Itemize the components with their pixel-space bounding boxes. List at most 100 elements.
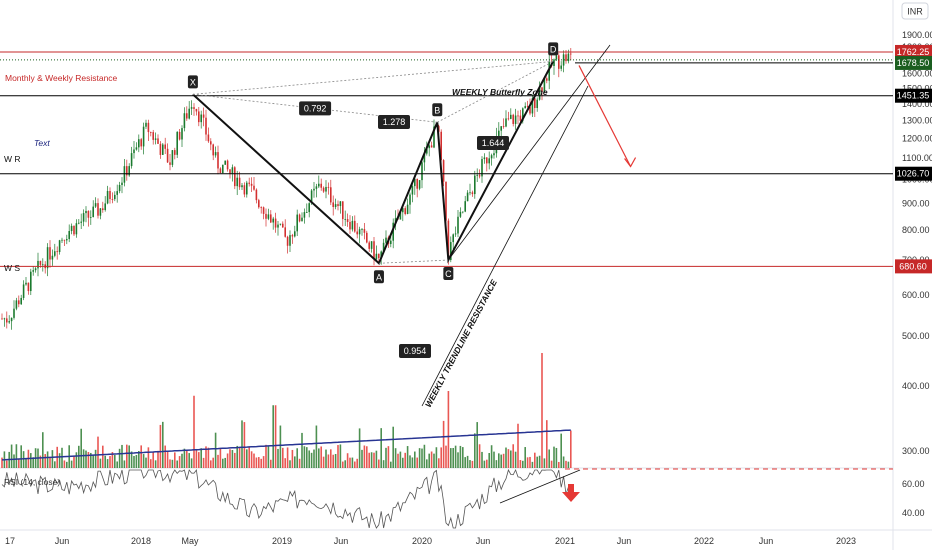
volume-bar bbox=[306, 447, 308, 468]
volume-bar bbox=[363, 445, 366, 468]
candle-body bbox=[162, 144, 164, 155]
price-badge-label: 1678.50 bbox=[897, 58, 930, 68]
candle-body bbox=[97, 203, 99, 216]
candle-body bbox=[18, 300, 20, 305]
candle-body bbox=[250, 183, 253, 186]
candle-body bbox=[327, 186, 330, 188]
volume-bar bbox=[78, 445, 80, 468]
candle-body bbox=[505, 118, 507, 127]
volume-bar bbox=[94, 449, 97, 468]
volume-bar bbox=[188, 453, 190, 468]
volume-bar bbox=[142, 454, 145, 468]
time-tick-label: Jun bbox=[617, 536, 632, 546]
price-axis[interactable]: 1900.001800.001700.001600.001500.001400.… bbox=[902, 5, 932, 456]
volume-bar bbox=[25, 457, 27, 468]
volume-bar bbox=[128, 445, 130, 468]
volume-bar bbox=[498, 453, 500, 468]
volume-bar bbox=[282, 447, 284, 468]
volume-bar bbox=[354, 461, 356, 468]
volume-bar bbox=[82, 449, 85, 468]
candle-body bbox=[37, 260, 39, 269]
time-tick-label: 2020 bbox=[412, 536, 432, 546]
candle-body bbox=[493, 153, 495, 156]
volume-bar bbox=[6, 460, 8, 468]
candlesticks bbox=[1, 48, 572, 330]
volume-bar bbox=[243, 422, 246, 468]
candle-body bbox=[373, 241, 375, 260]
time-tick-label: 2023 bbox=[836, 536, 856, 546]
rsi-label: RSI (14, close) bbox=[4, 477, 60, 487]
candle-body bbox=[514, 115, 517, 124]
volume-bar bbox=[255, 457, 258, 468]
candle-body bbox=[130, 153, 133, 167]
candle-body bbox=[524, 106, 526, 109]
volume-bar bbox=[121, 444, 123, 468]
currency-button[interactable] bbox=[901, 2, 929, 20]
volume-bar bbox=[471, 460, 474, 468]
candle-body bbox=[442, 160, 445, 182]
candle-body bbox=[87, 210, 90, 218]
volume-bar bbox=[49, 457, 51, 468]
candle-body bbox=[195, 108, 198, 112]
volume-bar bbox=[462, 447, 464, 468]
candle-body bbox=[277, 224, 279, 228]
candle-body bbox=[234, 167, 236, 187]
volume-bar bbox=[291, 449, 294, 468]
candle-body bbox=[128, 166, 130, 176]
price-tick-label: 1600.00 bbox=[902, 69, 932, 79]
candle-body bbox=[255, 189, 258, 201]
candle-body bbox=[169, 162, 171, 165]
candle-body bbox=[236, 177, 238, 187]
candle-body bbox=[80, 221, 82, 223]
candle-body bbox=[368, 242, 370, 249]
trend-line-upper[interactable] bbox=[448, 44, 611, 261]
trend-line-lower[interactable] bbox=[421, 85, 589, 407]
volume-bar bbox=[171, 459, 174, 468]
volume-bar bbox=[114, 454, 116, 468]
pattern-point-label: A bbox=[376, 272, 382, 282]
candle-body bbox=[512, 114, 514, 124]
candle-body bbox=[382, 242, 385, 252]
volume-bar bbox=[358, 428, 361, 468]
candle-body bbox=[123, 166, 126, 183]
candle-body bbox=[279, 223, 282, 225]
candle-body bbox=[241, 185, 243, 188]
volume-bar bbox=[169, 459, 171, 468]
volume-bar bbox=[97, 436, 99, 468]
volume-bar bbox=[399, 451, 402, 468]
volume-bar bbox=[514, 451, 517, 468]
time-tick-label: 2022 bbox=[694, 536, 714, 546]
volume-bar bbox=[370, 452, 373, 468]
candle-body bbox=[20, 297, 22, 305]
volume-bar bbox=[344, 460, 346, 468]
candle-body bbox=[354, 220, 356, 232]
candle-body bbox=[157, 138, 159, 144]
pattern-point-label: X bbox=[190, 77, 196, 87]
candle-body bbox=[198, 111, 200, 123]
volume-bar bbox=[361, 449, 363, 468]
butterfly-pattern[interactable]: X A B C D 1.278 0.792 1.644 0.954 bbox=[187, 42, 559, 358]
weekly-butterfly-zone-label: WEEKLY Butterfly Zone bbox=[452, 87, 548, 97]
candle-body bbox=[562, 54, 565, 66]
time-axis[interactable]: 17 Jun 2018 May 2019 Jun 2020 Jun 2021 Jun 2022 Jun… bbox=[5, 536, 856, 546]
candle-body bbox=[61, 239, 63, 241]
candle-body bbox=[548, 61, 550, 81]
volume-bar bbox=[459, 445, 462, 468]
candle-body bbox=[135, 147, 138, 150]
candle-body bbox=[193, 107, 195, 109]
volume-bar bbox=[104, 455, 106, 468]
rsi-tick-label: 40.00 bbox=[902, 508, 925, 518]
volume-bar bbox=[270, 459, 272, 468]
volume-moving-average bbox=[1, 429, 571, 461]
candle-body bbox=[39, 260, 42, 265]
volume-bar bbox=[543, 458, 546, 468]
candle-body bbox=[471, 192, 474, 195]
candle-body bbox=[222, 164, 224, 174]
candle-body bbox=[433, 126, 435, 148]
candle-body bbox=[339, 201, 342, 207]
volume-bar bbox=[226, 453, 229, 468]
price-tick-label: 1200.00 bbox=[902, 134, 932, 144]
candle-body bbox=[428, 145, 430, 149]
volume-bar bbox=[274, 405, 277, 468]
